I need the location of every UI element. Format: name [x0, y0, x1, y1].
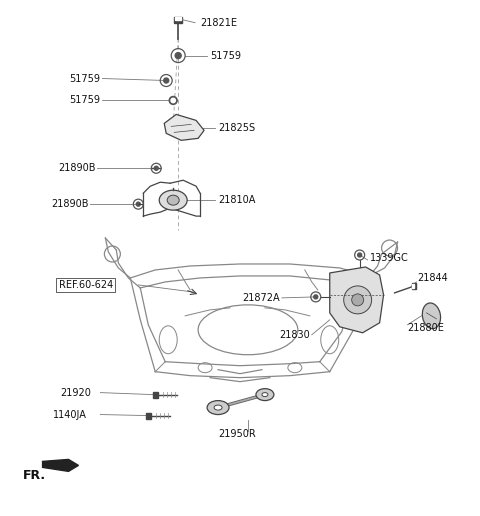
Text: 21920: 21920 [60, 388, 91, 398]
Text: 21825S: 21825S [218, 123, 255, 133]
Circle shape [169, 96, 177, 104]
Text: 21880E: 21880E [408, 323, 444, 333]
Polygon shape [330, 267, 384, 333]
Circle shape [344, 286, 372, 314]
Text: 21950R: 21950R [218, 429, 256, 440]
Text: 21810A: 21810A [218, 195, 255, 205]
Circle shape [314, 295, 318, 299]
Bar [411, 284, 415, 288]
Circle shape [154, 166, 158, 170]
Bar [146, 413, 151, 418]
Text: 1140JA: 1140JA [52, 410, 86, 420]
Text: 51759: 51759 [70, 73, 100, 84]
Bar [175, 17, 181, 20]
Text: 21830: 21830 [279, 330, 310, 340]
Bar [411, 283, 417, 289]
Text: 21844: 21844 [418, 273, 448, 283]
Polygon shape [43, 459, 78, 472]
Ellipse shape [207, 400, 229, 414]
Text: REF.60-624: REF.60-624 [59, 280, 113, 290]
Text: 21821E: 21821E [200, 18, 237, 28]
Ellipse shape [422, 303, 441, 329]
Ellipse shape [167, 195, 179, 205]
Text: 51759: 51759 [70, 95, 100, 105]
Ellipse shape [262, 393, 268, 397]
Text: 51759: 51759 [210, 51, 241, 60]
Circle shape [358, 253, 361, 257]
Text: 1339GC: 1339GC [370, 253, 408, 263]
Text: 21890B: 21890B [51, 199, 88, 209]
Bar [174, 17, 182, 23]
Polygon shape [164, 115, 204, 140]
Text: 21890B: 21890B [58, 163, 96, 173]
Bar [153, 392, 158, 398]
Circle shape [136, 202, 140, 206]
Circle shape [164, 78, 168, 83]
Ellipse shape [256, 389, 274, 400]
Ellipse shape [159, 190, 187, 210]
Ellipse shape [214, 405, 222, 410]
Circle shape [171, 98, 175, 103]
Text: FR.: FR. [23, 469, 46, 482]
Circle shape [175, 53, 181, 59]
Text: 21872A: 21872A [242, 293, 280, 303]
Circle shape [352, 294, 364, 306]
